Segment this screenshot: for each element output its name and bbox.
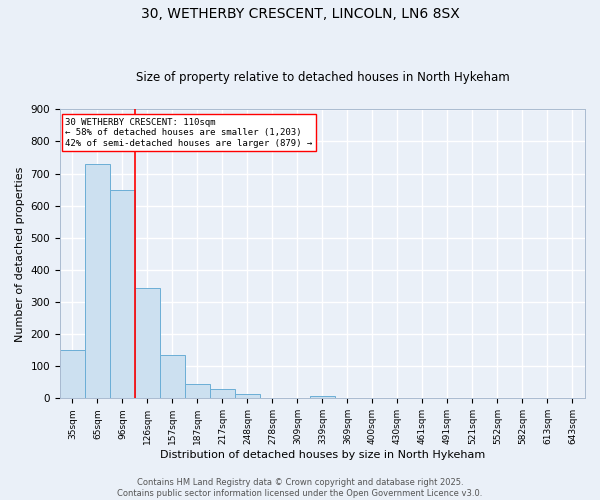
Bar bbox=[185, 384, 210, 398]
Text: 30 WETHERBY CRESCENT: 110sqm
← 58% of detached houses are smaller (1,203)
42% of: 30 WETHERBY CRESCENT: 110sqm ← 58% of de… bbox=[65, 118, 313, 148]
Bar bbox=[85, 164, 110, 398]
Bar bbox=[135, 288, 160, 399]
Title: Size of property relative to detached houses in North Hykeham: Size of property relative to detached ho… bbox=[136, 72, 509, 85]
Bar bbox=[110, 190, 135, 398]
Bar bbox=[210, 388, 235, 398]
Text: Contains HM Land Registry data © Crown copyright and database right 2025.
Contai: Contains HM Land Registry data © Crown c… bbox=[118, 478, 482, 498]
Bar bbox=[60, 350, 85, 399]
X-axis label: Distribution of detached houses by size in North Hykeham: Distribution of detached houses by size … bbox=[160, 450, 485, 460]
Bar bbox=[160, 355, 185, 399]
Text: 30, WETHERBY CRESCENT, LINCOLN, LN6 8SX: 30, WETHERBY CRESCENT, LINCOLN, LN6 8SX bbox=[140, 8, 460, 22]
Y-axis label: Number of detached properties: Number of detached properties bbox=[15, 166, 25, 342]
Bar bbox=[310, 396, 335, 398]
Bar bbox=[235, 394, 260, 398]
